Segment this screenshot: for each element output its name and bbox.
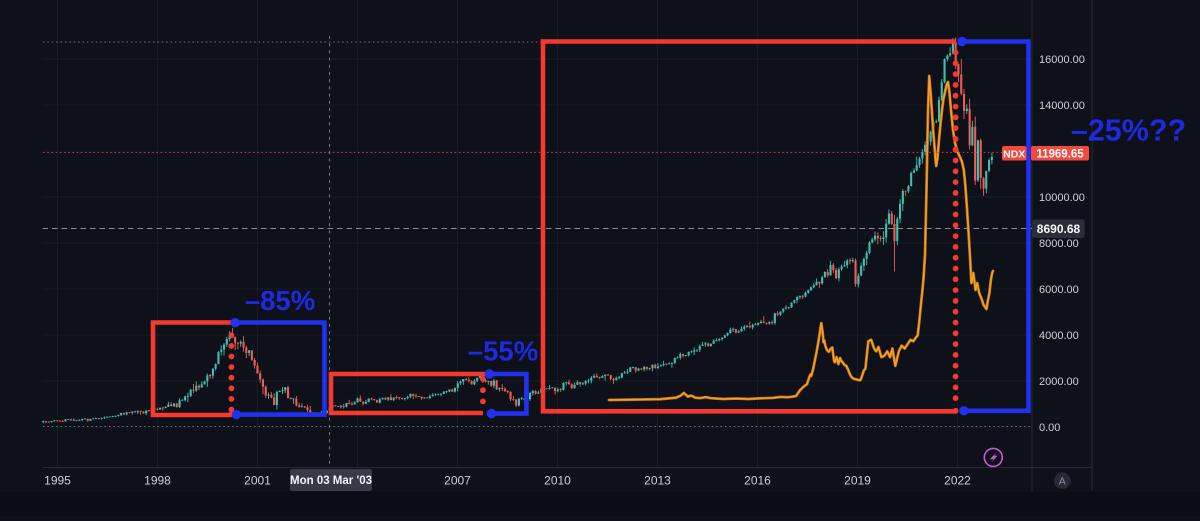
svg-text:2007: 2007 <box>444 474 471 488</box>
svg-text:–55%: –55% <box>468 336 538 367</box>
svg-text:A: A <box>1059 475 1066 487</box>
svg-text:8000.00: 8000.00 <box>1039 238 1079 250</box>
svg-text:6000.00: 6000.00 <box>1039 284 1079 296</box>
svg-text:NDX: NDX <box>1003 148 1025 160</box>
svg-text:2013: 2013 <box>644 474 671 488</box>
svg-text:8690.68: 8690.68 <box>1037 222 1081 236</box>
svg-text:16000.00: 16000.00 <box>1039 54 1085 66</box>
svg-text:2010: 2010 <box>544 474 571 488</box>
svg-text:2022: 2022 <box>944 474 971 488</box>
svg-text:1995: 1995 <box>44 474 71 488</box>
svg-text:14000.00: 14000.00 <box>1039 100 1085 112</box>
svg-text:2019: 2019 <box>844 474 871 488</box>
svg-text:0.00: 0.00 <box>1039 422 1060 434</box>
svg-text:Mon 03 Mar '03: Mon 03 Mar '03 <box>290 475 372 487</box>
svg-text:2000.00: 2000.00 <box>1039 376 1079 388</box>
svg-text:2016: 2016 <box>744 474 771 488</box>
svg-text:–25%??: –25%?? <box>1071 114 1186 148</box>
svg-text:11969.65: 11969.65 <box>1036 149 1084 161</box>
svg-text:1998: 1998 <box>144 474 171 488</box>
svg-text:–85%: –85% <box>245 285 315 316</box>
svg-text:2001: 2001 <box>244 474 271 488</box>
svg-text:4000.00: 4000.00 <box>1039 330 1079 342</box>
svg-text:10000.00: 10000.00 <box>1039 192 1085 204</box>
